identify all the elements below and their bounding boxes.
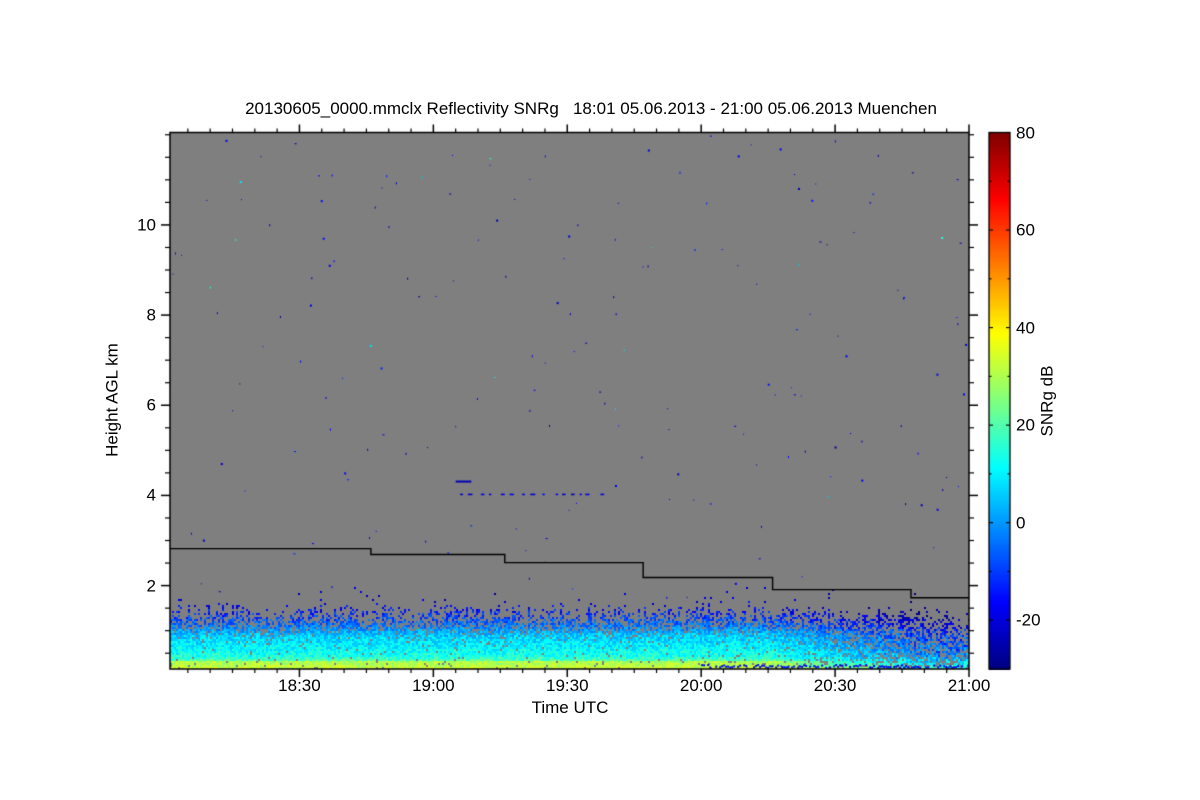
y-tick-label: 6	[146, 395, 156, 415]
x-tick-label: 20:00	[679, 676, 723, 695]
x-tick-label: 20:30	[813, 676, 857, 695]
x-axis-label: Time UTC	[531, 698, 609, 717]
y-tick-label: 2	[146, 576, 156, 596]
colorbar-label: SNRg dB	[1037, 365, 1057, 437]
figure-title: 20130605_0000.mmclx Reflectivity SNRg 18…	[245, 99, 937, 118]
y-tick-label: 4	[146, 485, 156, 505]
y-tick-label: 8	[146, 305, 156, 325]
x-tick-label: 18:30	[278, 676, 321, 695]
colorbar-tick-label: 60	[1016, 220, 1035, 240]
x-tick-label: 19:00	[412, 676, 455, 695]
x-tick-label: 19:30	[545, 676, 589, 695]
colorbar-tick-label: -20	[1016, 610, 1041, 630]
y-tick-label: 10	[137, 215, 156, 235]
colorbar-tick-label: 20	[1016, 415, 1035, 435]
colorbar-tick-label: 80	[1016, 123, 1035, 142]
colorbar-tick-label: 0	[1016, 513, 1026, 533]
x-tick-label: 21:00	[947, 676, 991, 695]
colorbar-tick-label: 40	[1016, 318, 1035, 338]
